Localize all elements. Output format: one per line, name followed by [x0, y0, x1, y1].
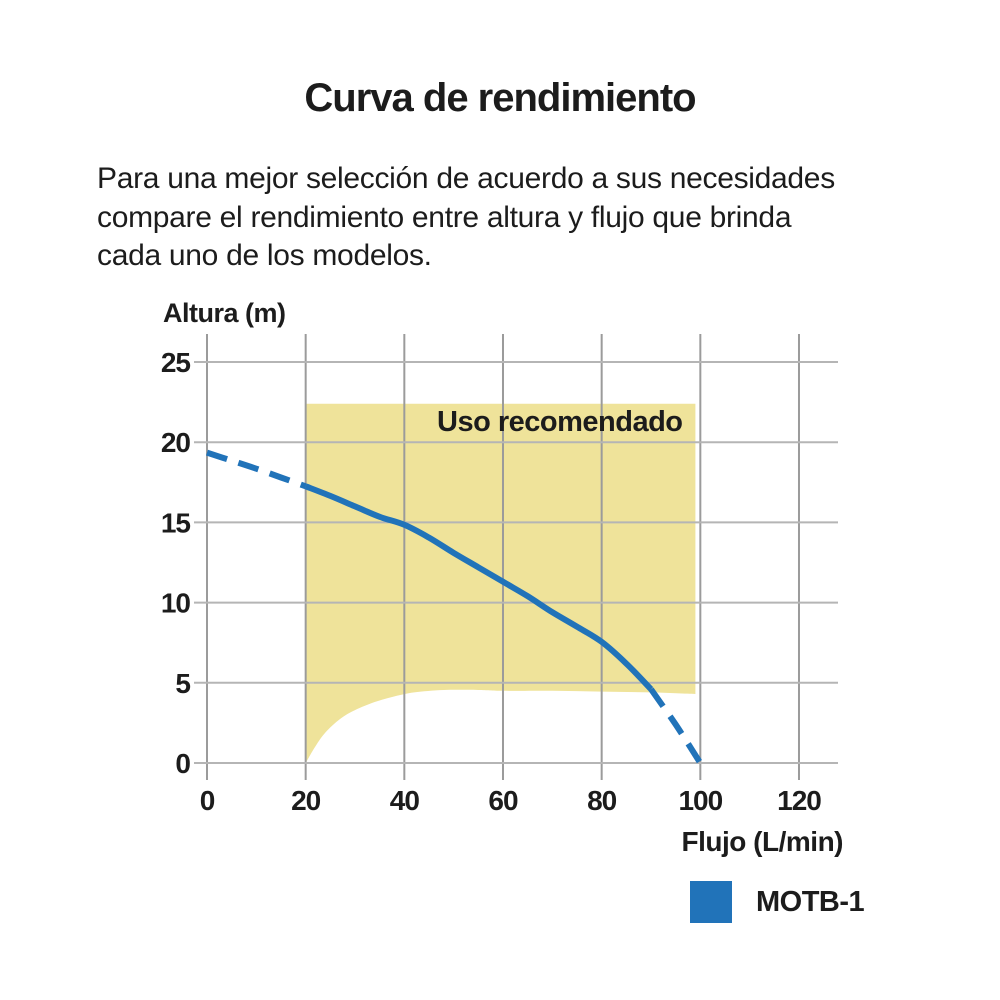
x-tick-label: 20 [291, 785, 321, 816]
y-tick-label: 20 [161, 427, 191, 458]
legend: MOTB-1 [690, 881, 865, 923]
x-tick-label: 40 [390, 785, 420, 816]
legend-series-label: MOTB-1 [756, 885, 865, 918]
recommended-use-region [305, 403, 696, 763]
pump-curve-solid [304, 483, 654, 692]
y-tick-label: 5 [175, 668, 190, 699]
y-tick-label: 25 [161, 347, 191, 378]
intro-line-2: compare el rendimiento entre altura y fl… [97, 200, 792, 234]
y-tick-label: 10 [161, 588, 191, 619]
x-tick-label: 120 [777, 785, 821, 816]
x-tick-label: 80 [587, 785, 617, 816]
intro-line-3: cada uno de los modelos. [97, 239, 432, 272]
intro-line-1: Para una mejor selección de acuerdo a su… [97, 162, 835, 195]
pump-curve-dashed [206, 449, 307, 490]
recommended-use-label: Uso recomendado [437, 406, 683, 438]
y-axis-title: Altura (m) [163, 298, 286, 328]
x-tick-label: 60 [488, 785, 518, 816]
y-tick-label: 15 [161, 507, 191, 538]
x-tick-label: 100 [678, 785, 722, 816]
legend-color-swatch [690, 881, 732, 923]
intro-text: Para una mejor selección de acuerdo a su… [97, 160, 927, 276]
x-axis-title: Flujo (L/min) [681, 826, 844, 857]
page-title: Curva de rendimiento [304, 76, 696, 120]
x-tick-label: 0 [200, 785, 215, 816]
pump-curve-dashed [648, 687, 703, 765]
y-tick-label: 0 [175, 748, 190, 779]
